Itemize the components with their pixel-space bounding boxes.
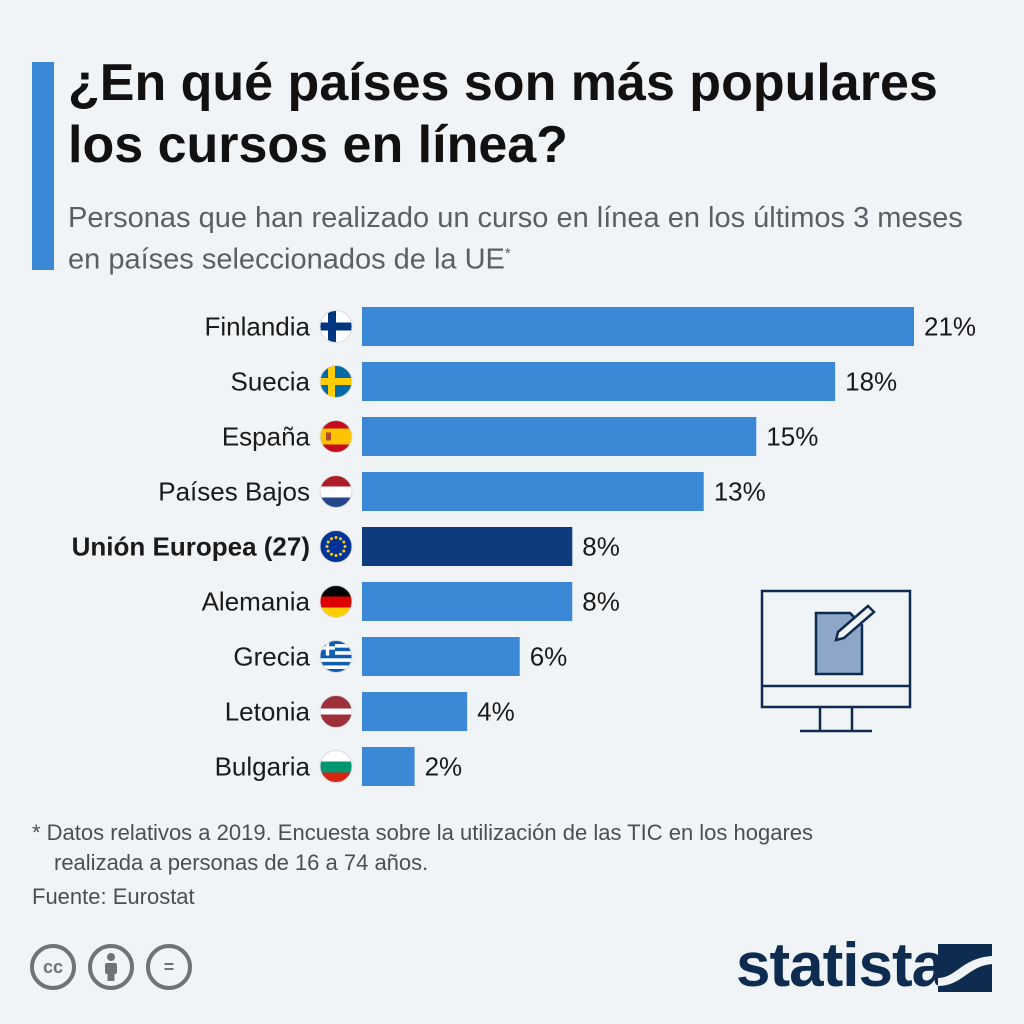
category-label: Letonia <box>225 697 311 727</box>
value-label: 8% <box>582 587 620 617</box>
footnote-line-2: realizada a personas de 16 a 74 años. <box>54 850 429 875</box>
value-label: 21% <box>924 312 976 342</box>
bulgaria-flag <box>319 750 353 783</box>
chart-title: ¿En qué países son más populares los cur… <box>68 54 938 174</box>
value-label: 2% <box>425 752 463 782</box>
bar <box>362 472 704 511</box>
category-label: Alemania <box>202 587 311 617</box>
bar-chart: Finlandia 21% Suecia 18% España 15% Países Baj… <box>72 307 976 786</box>
greece-flag <box>319 640 353 673</box>
bar <box>362 692 468 731</box>
subtitle-footnote-marker: * <box>504 245 511 262</box>
bar <box>362 417 757 456</box>
category-label: Suecia <box>231 367 311 397</box>
category-label: Bulgaria <box>215 752 311 782</box>
footnote: * Datos relativos a 2019. Encuesta sobre… <box>32 818 992 878</box>
category-label: Finlandia <box>204 312 310 342</box>
statista-logo-text[interactable]: statista <box>736 931 946 1000</box>
category-label: Unión Europea (27) <box>72 532 310 562</box>
bar <box>362 307 914 346</box>
statista-logo-icon[interactable] <box>938 944 992 992</box>
license-icons: cc = <box>30 944 192 990</box>
category-label: Países Bajos <box>158 477 310 507</box>
value-label: 15% <box>766 422 818 452</box>
cc-icon[interactable]: cc <box>30 944 76 990</box>
bar <box>362 637 520 676</box>
value-label: 4% <box>477 697 515 727</box>
chart-subtitle: Personas que han realizado un curso en l… <box>68 200 988 278</box>
eu-flag <box>319 530 353 563</box>
sweden-flag <box>319 365 353 398</box>
value-label: 18% <box>845 367 897 397</box>
bar <box>362 747 415 786</box>
category-label: España <box>222 422 311 452</box>
value-label: 13% <box>714 477 766 507</box>
bar <box>362 527 573 566</box>
person-icon <box>105 953 117 981</box>
source-label: Fuente: Eurostat <box>32 884 195 909</box>
title-accent-bar <box>32 62 54 270</box>
nd-icon[interactable]: = <box>146 944 192 990</box>
by-icon[interactable] <box>88 944 134 990</box>
subtitle-text: Personas que han realizado un curso en l… <box>68 202 963 276</box>
latvia-flag <box>319 695 353 728</box>
netherlands-flag <box>319 475 353 508</box>
bar <box>362 582 573 621</box>
computer-monitor-document-pencil-icon <box>760 589 912 733</box>
value-label: 8% <box>582 532 620 562</box>
finland-flag <box>319 310 353 343</box>
germany-flag <box>319 585 353 618</box>
bar <box>362 362 836 401</box>
category-label: Grecia <box>233 642 310 672</box>
value-label: 6% <box>530 642 568 672</box>
footnote-line-1: * Datos relativos a 2019. Encuesta sobre… <box>32 820 814 845</box>
spain-flag <box>319 420 353 453</box>
